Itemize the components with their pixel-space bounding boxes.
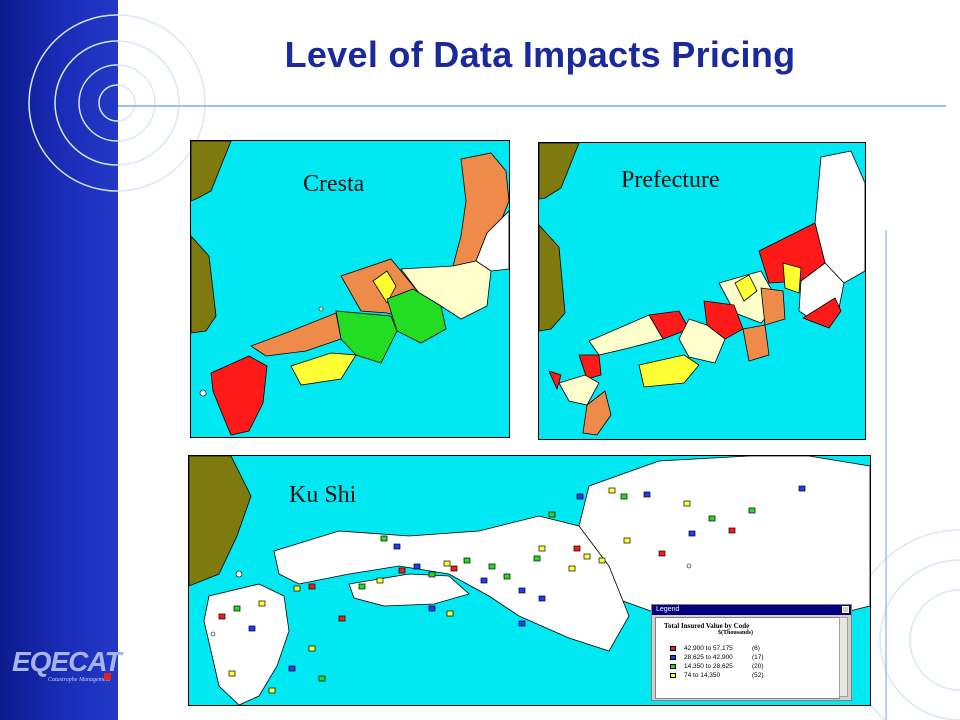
logo-tagline: Catastrophe Management — [48, 677, 111, 683]
cresta-map: Cresta — [190, 140, 510, 438]
legend-swatch-yellow — [670, 673, 676, 678]
legend-subtitle: $(Thousands) — [718, 630, 754, 636]
legend-window-title: Legend — [656, 606, 680, 613]
legend-content: Total Insured Value by Code $(Thousands)… — [655, 617, 840, 699]
logo-wordmark: EQECAT — [12, 646, 122, 677]
slide-title: Level of Data Impacts Pricing — [284, 34, 796, 75]
legend-swatch-red — [670, 646, 676, 651]
legend-window: Legend Total Insured Value by Code $(Tho… — [651, 604, 852, 701]
logo-red-square — [104, 673, 111, 680]
map-label-ku-shi: Ku Shi — [289, 482, 357, 508]
legend-title: Total Insured Value by Code — [664, 622, 750, 630]
map-label-cresta: Cresta — [303, 171, 365, 197]
legend-swatch-blue — [670, 655, 676, 660]
prefecture-map: Prefecture — [538, 142, 866, 440]
legend-swatch-green — [670, 664, 676, 669]
map-label-prefecture: Prefecture — [621, 167, 720, 193]
title-divider — [118, 105, 946, 107]
legend-scrollbar[interactable] — [839, 617, 848, 697]
legend-close-button[interactable] — [842, 606, 849, 613]
legend-titlebar: Legend — [652, 605, 851, 615]
eqecat-logo: EQECAT Catastrophe Management — [12, 646, 122, 686]
left-sidebar-band — [0, 0, 118, 720]
